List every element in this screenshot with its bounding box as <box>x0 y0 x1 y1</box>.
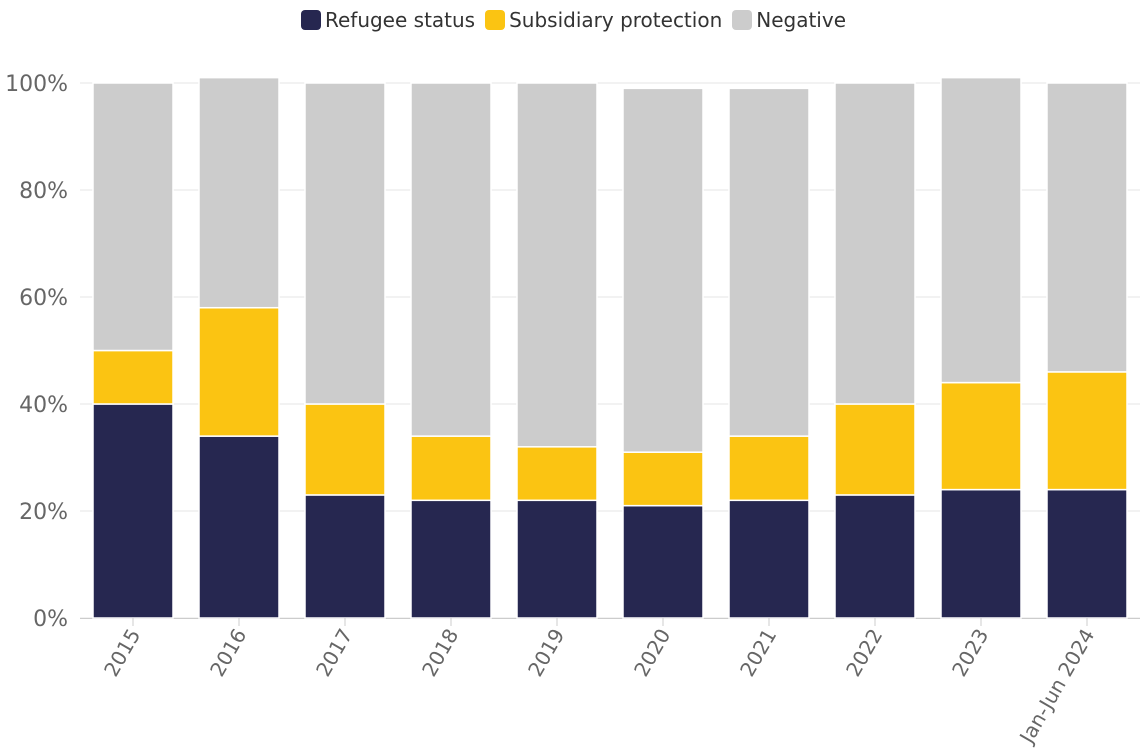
bar-negative <box>410 82 492 437</box>
y-tick-label: 100% <box>5 72 68 97</box>
bar-subsidiary-protection <box>92 349 174 405</box>
bar-subsidiary-protection <box>834 403 916 496</box>
bar-subsidiary-protection <box>410 435 492 502</box>
legend-label: Subsidiary protection <box>509 8 723 32</box>
bar-refugee-status <box>622 504 704 619</box>
bar-negative <box>1046 82 1128 373</box>
x-tick-label: 2018 <box>417 625 463 681</box>
y-tick-label: 60% <box>19 286 68 311</box>
x-tick-label: 2016 <box>205 625 251 681</box>
bar-refugee-status <box>304 494 386 619</box>
bar-negative <box>728 87 810 437</box>
bar-refugee-status <box>728 499 810 619</box>
legend-item-refugee-status[interactable]: Refugee status <box>300 8 476 32</box>
x-tick-label: 2020 <box>629 625 675 681</box>
bar-subsidiary-protection <box>940 381 1022 491</box>
x-tick-label: 2022 <box>841 625 887 681</box>
y-tick-label: 20% <box>19 500 68 525</box>
bar-negative <box>92 82 174 352</box>
bar-negative <box>940 76 1022 384</box>
legend-swatch-subsidiary-protection <box>485 10 506 30</box>
x-tick-label: Jan-Jun 2024 <box>1014 625 1100 749</box>
legend-swatch-negative <box>732 10 753 30</box>
bar-refugee-status <box>940 488 1022 619</box>
x-tick-label: 2015 <box>99 625 145 681</box>
bar-refugee-status <box>410 499 492 619</box>
bar-subsidiary-protection <box>622 451 704 507</box>
legend-label: Refugee status <box>324 8 476 32</box>
bar-negative <box>304 82 386 405</box>
legend-label: Negative <box>756 8 847 32</box>
bar-refugee-status <box>516 499 598 619</box>
x-tick-label: 2019 <box>523 625 569 681</box>
legend-swatch-refugee-status <box>300 10 321 30</box>
bar-subsidiary-protection <box>198 306 280 437</box>
bar-negative <box>834 82 916 405</box>
bar-refugee-status <box>1046 488 1128 619</box>
x-tick-label: 2021 <box>735 625 781 681</box>
bar-subsidiary-protection <box>1046 371 1128 491</box>
x-tick-label: 2017 <box>311 625 357 681</box>
y-tick-label: 0% <box>33 607 68 632</box>
bar-negative <box>622 87 704 453</box>
bar-refugee-status <box>198 435 280 619</box>
legend: Refugee status Subsidiary protection Neg… <box>0 8 1147 32</box>
bar-refugee-status <box>92 403 174 619</box>
bar-subsidiary-protection <box>728 435 810 502</box>
bar-negative <box>516 82 598 448</box>
y-tick-label: 80% <box>19 179 68 204</box>
legend-item-subsidiary-protection[interactable]: Subsidiary protection <box>485 8 722 32</box>
bar-refugee-status <box>834 494 916 619</box>
y-tick-label: 40% <box>19 393 68 418</box>
x-tick-label: 2023 <box>947 625 993 681</box>
bar-negative <box>198 76 280 309</box>
bar-subsidiary-protection <box>516 446 598 502</box>
legend-item-negative[interactable]: Negative <box>732 8 846 32</box>
bar-subsidiary-protection <box>304 403 386 496</box>
